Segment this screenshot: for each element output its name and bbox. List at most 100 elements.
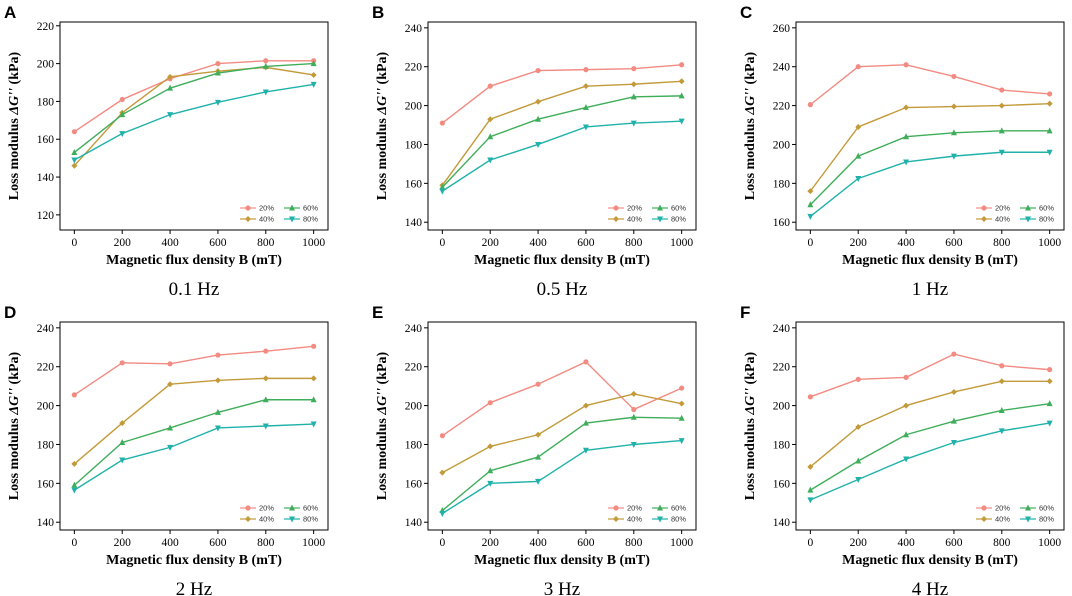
legend-label: 60% — [303, 504, 318, 513]
legend-label: 80% — [1039, 515, 1054, 524]
panel-letter: A — [4, 3, 16, 22]
legend-entry-20pct: 20% — [240, 504, 274, 513]
data-point — [310, 396, 317, 403]
data-point — [214, 377, 221, 384]
y-tick-label: 200 — [773, 401, 791, 413]
data-point — [807, 213, 814, 220]
data-point — [167, 84, 174, 91]
data-point — [71, 487, 78, 494]
y-axis-label-text: Loss modulus — [743, 415, 758, 501]
x-tick-label: 1000 — [302, 237, 325, 249]
data-point — [630, 93, 637, 100]
y-axis-label-symbol: ΔG'' — [7, 388, 22, 416]
data-point — [998, 378, 1005, 385]
data-point — [903, 104, 910, 111]
data-point — [119, 457, 126, 464]
data-point — [535, 115, 542, 122]
data-point — [214, 69, 221, 76]
data-point — [855, 423, 862, 430]
data-point — [439, 188, 446, 195]
legend-label: 40% — [259, 515, 274, 524]
legend-label: 20% — [995, 504, 1010, 513]
legend-entry-40pct: 40% — [608, 515, 642, 524]
data-point — [678, 414, 685, 421]
series-line-40pct — [441, 80, 682, 186]
y-tick-label: 180 — [405, 139, 423, 151]
y-tick-label: 140 — [773, 517, 791, 529]
data-point — [855, 376, 861, 382]
y-tick-label: 220 — [405, 362, 423, 374]
data-point — [215, 61, 221, 67]
legend-label: 60% — [1039, 504, 1054, 513]
x-axis-label: Magnetic flux density B (mT) — [106, 553, 282, 568]
x-tick-label: 400 — [897, 237, 915, 249]
y-tick-label: 200 — [37, 401, 55, 413]
legend-label: 20% — [627, 204, 642, 213]
series-line-60pct — [809, 130, 1050, 206]
legend-marker — [289, 204, 295, 211]
legend-entry-20pct: 20% — [608, 204, 642, 213]
y-tick-label: 160 — [405, 178, 423, 190]
data-point — [951, 73, 957, 80]
x-axis-label: Magnetic flux density B (mT) — [474, 253, 650, 268]
legend-entry-60pct: 60% — [284, 504, 318, 513]
x-tick-label: 800 — [625, 537, 643, 549]
chart-panel-b: B 140 160 180 200 220 240 0 200 400 600 800 1000 Magn… — [372, 3, 697, 300]
data-point — [950, 440, 957, 447]
data-point — [119, 131, 126, 138]
series-line-40pct — [442, 393, 682, 474]
legend-label: 20% — [995, 204, 1010, 213]
data-point — [903, 402, 910, 409]
data-point — [262, 62, 269, 69]
series-line-20pct — [810, 353, 1050, 398]
frequency-label: 1 Hz — [912, 279, 948, 300]
series-line-80pct — [73, 423, 314, 491]
data-point — [167, 112, 174, 119]
data-point — [71, 481, 78, 488]
y-axis-label-symbol: ΔG'' — [743, 88, 758, 116]
data-point — [535, 98, 542, 105]
y-tick-label: 160 — [37, 134, 55, 146]
y-tick-label: 200 — [405, 401, 423, 413]
data-point — [167, 73, 174, 80]
x-tick-label: 200 — [482, 537, 500, 549]
data-point — [903, 374, 909, 381]
y-axis-label-text: Loss modulus — [375, 115, 390, 201]
x-tick-label: 600 — [945, 237, 963, 249]
y-axis-label-unit: (kPa) — [743, 351, 758, 388]
plot-frame — [427, 21, 697, 231]
x-tick-label: 200 — [114, 537, 132, 549]
legend-entry-20pct: 20% — [976, 204, 1010, 213]
y-tick-label: 180 — [37, 96, 55, 108]
data-point — [630, 390, 637, 397]
data-point — [903, 159, 910, 166]
y-axis-label-symbol: ΔG'' — [375, 88, 390, 116]
data-point — [807, 102, 813, 108]
data-point — [535, 67, 541, 74]
data-point — [950, 388, 957, 395]
data-point — [310, 60, 317, 67]
data-point — [167, 444, 174, 451]
data-point — [262, 423, 269, 430]
series-line-80pct — [809, 151, 1050, 217]
data-point — [535, 381, 541, 387]
x-tick-label: 0 — [807, 537, 813, 549]
data-point — [535, 453, 542, 460]
x-tick-label: 800 — [625, 237, 643, 249]
y-axis-label-unit: (kPa) — [743, 51, 758, 88]
x-tick-label: 200 — [114, 237, 132, 249]
data-point — [583, 67, 589, 73]
y-axis-label-symbol: ΔG'' — [7, 88, 22, 116]
x-tick-label: 600 — [945, 537, 963, 549]
data-point — [583, 359, 589, 365]
y-axis-label: Loss modulus ΔG'' (kPa) — [743, 51, 758, 200]
data-point — [487, 83, 493, 89]
data-point — [119, 360, 125, 366]
data-point — [119, 96, 125, 103]
data-point — [855, 64, 861, 70]
y-axis-label: Loss modulus ΔG'' (kPa) — [7, 51, 22, 200]
series-line-60pct — [809, 402, 1050, 491]
data-point — [807, 201, 814, 208]
data-point — [214, 408, 221, 415]
x-tick-label: 600 — [209, 237, 227, 249]
